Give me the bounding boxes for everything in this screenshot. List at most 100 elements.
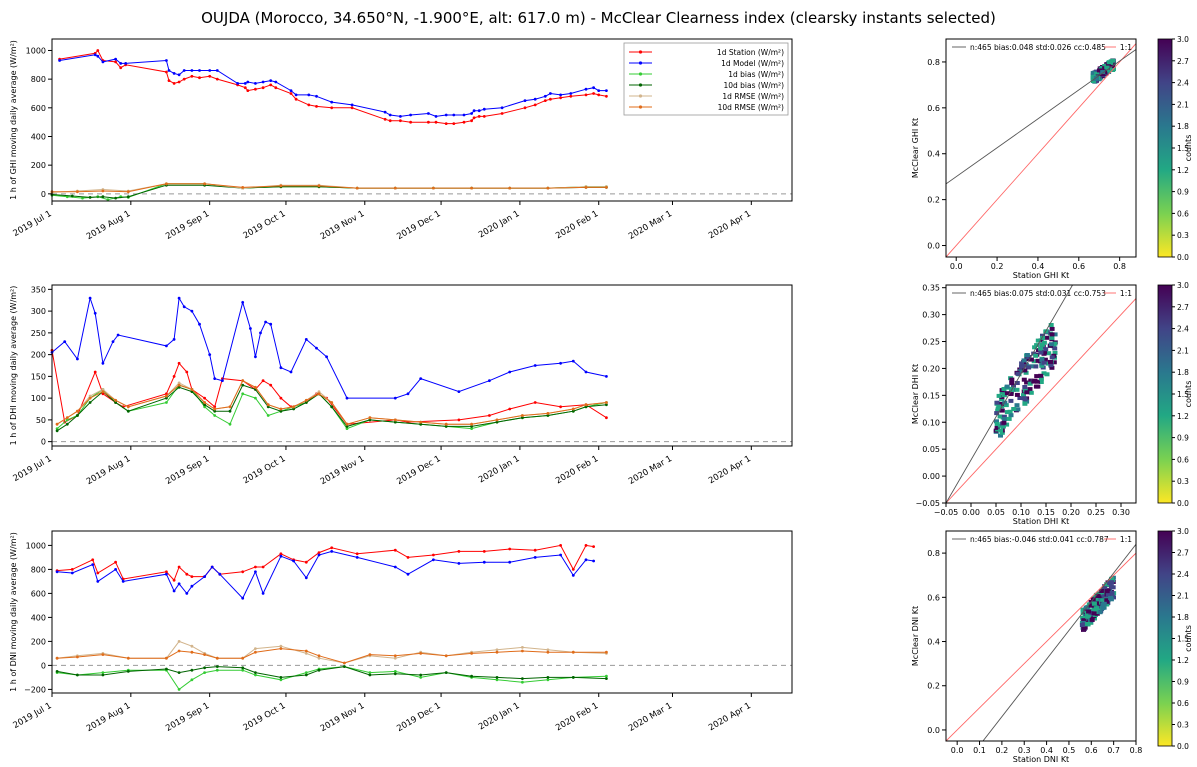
hexbin-cell — [1052, 346, 1058, 351]
hexbin-cell — [995, 406, 1001, 411]
data-point — [65, 416, 69, 420]
data-point — [254, 671, 257, 674]
data-point — [198, 76, 201, 80]
data-point — [269, 383, 273, 387]
x-tick-label: −0.05 — [934, 508, 959, 517]
data-point — [393, 418, 397, 422]
hexbin-cell — [1109, 580, 1115, 585]
y-axis-label: McClear DNI Kt — [911, 606, 920, 666]
data-point — [559, 405, 562, 409]
hexbin-cell — [1080, 615, 1086, 620]
x-tick-label: 0.15 — [1037, 508, 1055, 517]
data-point — [198, 69, 201, 72]
data-point — [571, 650, 575, 654]
y-tick-label: 150 — [31, 372, 46, 381]
data-point — [241, 596, 245, 600]
data-point — [165, 394, 168, 398]
colorbar-tick-label: 1.2 — [1177, 412, 1189, 421]
data-point — [546, 650, 550, 654]
y-tick-label: 0.10 — [922, 418, 940, 427]
x-tick-label: 0.6 — [1072, 262, 1085, 271]
data-point — [126, 409, 130, 413]
hexbin-cell — [1052, 332, 1058, 337]
hexbin-cell — [1043, 347, 1049, 352]
hexbin-cell — [1104, 589, 1110, 594]
hexbin-cell — [1002, 400, 1008, 405]
hexbin-cell — [998, 428, 1004, 433]
data-point — [269, 83, 273, 87]
hexbin-cell — [1095, 594, 1101, 598]
hexbin-cell — [1052, 341, 1058, 346]
data-point — [208, 353, 212, 356]
hexbin-cell — [1028, 390, 1034, 395]
data-point — [167, 69, 171, 72]
data-point — [533, 97, 537, 101]
data-point — [533, 401, 537, 404]
series-station — [58, 49, 608, 125]
hexbin-cell — [1104, 582, 1110, 587]
series-bias1d — [50, 182, 608, 202]
hexbin-cell — [1019, 364, 1024, 369]
series-rmse1d — [55, 640, 608, 665]
data-point — [70, 568, 74, 571]
colorbar-tick-label: 0.6 — [1177, 699, 1189, 708]
data-point — [172, 589, 176, 593]
data-point — [246, 89, 250, 92]
colorbar-tick-label: 1.5 — [1177, 144, 1189, 153]
data-point — [432, 558, 435, 562]
data-point — [70, 571, 74, 575]
data-point — [177, 649, 181, 653]
hexbin-cell — [1041, 371, 1047, 376]
colorbar-label: counts — [1184, 135, 1193, 162]
data-point — [167, 79, 171, 82]
legend-marker — [638, 50, 643, 54]
hexbin-cell — [1005, 391, 1010, 396]
colorbar-fill — [1157, 530, 1173, 747]
data-point — [119, 66, 123, 70]
data-point — [165, 182, 168, 186]
hexbin-cell — [1049, 365, 1055, 370]
data-point — [228, 405, 232, 409]
data-point — [345, 427, 349, 430]
colorbar-tick-label: 1.8 — [1177, 613, 1189, 622]
y-tick-label: 0.20 — [922, 364, 940, 373]
x-tick-label: 2019 Aug 1 — [85, 209, 132, 242]
hexbin-cell — [1031, 359, 1037, 364]
data-point — [409, 113, 412, 117]
data-point — [470, 674, 473, 678]
y-tick-label: 0.6 — [927, 104, 940, 113]
data-point — [419, 377, 423, 380]
data-point — [508, 547, 512, 551]
data-point — [393, 654, 397, 658]
colorbar: 0.0 0.3 0.6 0.9 1.2 1.5 1.8 2.1 2.4 2.7 3.0 counts — [1157, 527, 1193, 751]
data-point — [315, 94, 318, 98]
x-tick-label: 2020 Jan 1 — [477, 209, 521, 240]
data-point — [101, 388, 105, 391]
data-point — [559, 93, 562, 97]
colorbar-tick-label: 1.5 — [1177, 635, 1189, 644]
data-point — [165, 344, 168, 348]
hexbin-cell — [1009, 381, 1015, 386]
hexbin-cell — [1046, 351, 1052, 356]
x-tick-label: 0.6 — [1085, 746, 1098, 755]
data-point — [605, 186, 608, 189]
data-point — [254, 673, 257, 677]
chart-title: OUJDA (Morocco, 34.650°N, -1.900°E, alt:… — [201, 9, 996, 27]
legend-label: 1:1 — [1120, 289, 1132, 298]
data-point — [261, 80, 265, 84]
regression-line — [946, 285, 1074, 503]
series-bias10d — [55, 665, 608, 680]
hexbin-cell — [1094, 71, 1100, 76]
x-tick-label: 0.7 — [1107, 746, 1120, 755]
colorbar-label: counts — [1184, 625, 1193, 652]
y-tick-label: 0.15 — [922, 391, 940, 400]
data-point — [215, 77, 219, 81]
data-point — [523, 106, 527, 110]
data-point — [432, 553, 435, 557]
data-point — [279, 676, 283, 679]
data-point — [266, 414, 270, 417]
data-point — [279, 647, 283, 650]
data-point — [126, 195, 130, 199]
data-point — [172, 375, 176, 378]
data-point — [432, 186, 435, 190]
